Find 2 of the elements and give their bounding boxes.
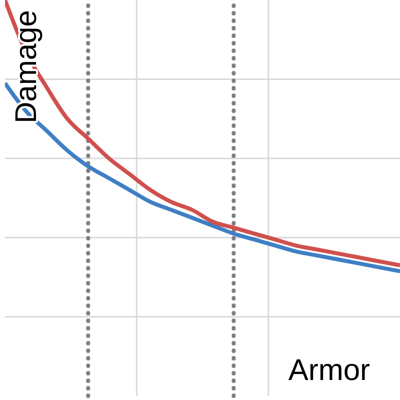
y-axis-title: Damage bbox=[10, 10, 43, 124]
x-axis-title: Armor bbox=[288, 354, 370, 387]
